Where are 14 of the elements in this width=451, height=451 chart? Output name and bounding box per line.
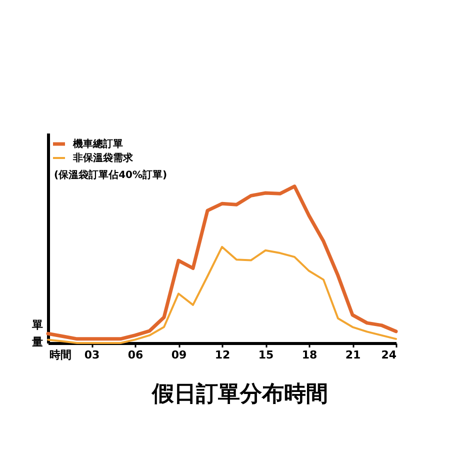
x-tick-label: 15 — [258, 348, 274, 362]
text: (保溫袋訂單佔40%訂單) — [54, 169, 168, 181]
legend-label: 機車總訂單 — [72, 138, 123, 150]
y-axis-title: 單量 — [31, 318, 43, 348]
x-tick-label: 18 — [302, 348, 318, 362]
x-tick-label: 06 — [128, 348, 144, 362]
x-tick-label: 21 — [345, 348, 361, 362]
text: 假日訂單分布時間 — [151, 382, 328, 407]
x-axis-title: 時間 — [50, 348, 72, 362]
x-tick-label: 09 — [171, 348, 187, 362]
x-tick-label: 24 — [381, 348, 397, 362]
legend-label: 非保溫袋需求 — [72, 152, 134, 164]
x-tick-label: 03 — [84, 348, 100, 362]
x-tick-label: 12 — [214, 348, 230, 362]
